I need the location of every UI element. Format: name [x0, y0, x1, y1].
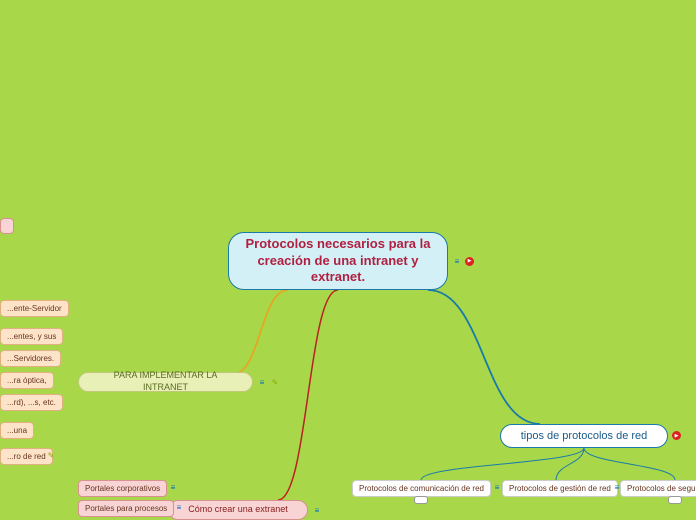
intranet-leaf[interactable]: ...entes, y sus	[0, 328, 63, 345]
icon-strip: ≡✎	[257, 377, 280, 387]
intranet-leaf[interactable]: ...rd), ...s, etc.	[0, 394, 63, 411]
leaf-label: Protocolos de comunicación de red	[359, 484, 484, 493]
tipos[interactable]: tipos de protocolos de red	[500, 424, 668, 448]
extranet[interactable]: Cómo crear una extranet	[168, 500, 308, 520]
icon-strip	[672, 431, 681, 440]
icon-strip: ≡	[452, 256, 474, 266]
expand-marker[interactable]	[668, 496, 682, 504]
leaf-label: ...rd), ...s, etc.	[7, 398, 56, 407]
leaf-label: Portales para procesos	[85, 504, 167, 513]
node-label: tipos de protocolos de red	[521, 429, 648, 443]
leaf-label: Protocolos de seguridad d...	[627, 484, 696, 493]
menu-icon: ≡	[168, 482, 178, 492]
icon-strip: ≡	[312, 505, 322, 515]
leaf-label: ...ra óptica,	[7, 376, 47, 385]
leaf-label: ...ente-Servidor	[7, 304, 62, 313]
leaf-label: Protocolos de gestión de red	[509, 484, 611, 493]
red-dot-icon	[465, 257, 474, 266]
menu-icon: ≡	[257, 377, 267, 387]
expand-marker[interactable]	[414, 496, 428, 504]
red-dot-icon	[672, 431, 681, 440]
leaf-label: ...ro de red	[7, 452, 46, 461]
tipos-leaf[interactable]: Protocolos de gestión de red	[502, 480, 618, 497]
intranet-leaf[interactable]: ...ro de red	[0, 448, 53, 465]
icon-strip: ≡	[174, 502, 184, 512]
tipos-leaf[interactable]: Protocolos de comunicación de red	[352, 480, 491, 497]
intranet-leaf[interactable]: ...una	[0, 422, 34, 439]
icon-strip: ✎	[46, 450, 56, 460]
intranet[interactable]: PARA IMPLEMENTAR LA INTRANET	[78, 372, 253, 392]
intranet-leaf[interactable]: ...Servidores.	[0, 350, 61, 367]
tipos-leaf[interactable]: Protocolos de seguridad d...	[620, 480, 696, 497]
node-label: Cómo crear una extranet	[188, 504, 288, 516]
leaf-label: ...entes, y sus	[7, 332, 56, 341]
menu-icon: ≡	[312, 505, 322, 515]
node-label: PARA IMPLEMENTAR LA INTRANET	[91, 370, 240, 393]
leaf-label: ...una	[7, 426, 27, 435]
icon-strip: ≡	[168, 482, 178, 492]
clipped-node	[0, 218, 14, 234]
menu-icon: ≡	[492, 482, 502, 492]
pencil-icon: ✎	[46, 450, 56, 460]
leaf-label: Portales corporativos	[85, 484, 160, 493]
intranet-leaf[interactable]: ...ente-Servidor	[0, 300, 69, 317]
intranet-leaf[interactable]: ...ra óptica,	[0, 372, 54, 389]
extranet-leaf[interactable]: Portales para procesos	[78, 500, 174, 517]
menu-icon: ≡	[452, 256, 462, 266]
leaf-label: ...Servidores.	[7, 354, 54, 363]
mindmap-canvas[interactable]: Protocolos necesarios para la creación d…	[0, 0, 696, 520]
extranet-leaf[interactable]: Portales corporativos	[78, 480, 167, 497]
node-label: Protocolos necesarios para la creación d…	[241, 236, 435, 287]
pencil-icon: ✎	[270, 377, 280, 387]
node[interactable]: Protocolos necesarios para la creación d…	[228, 232, 448, 290]
menu-icon: ≡	[174, 502, 184, 512]
